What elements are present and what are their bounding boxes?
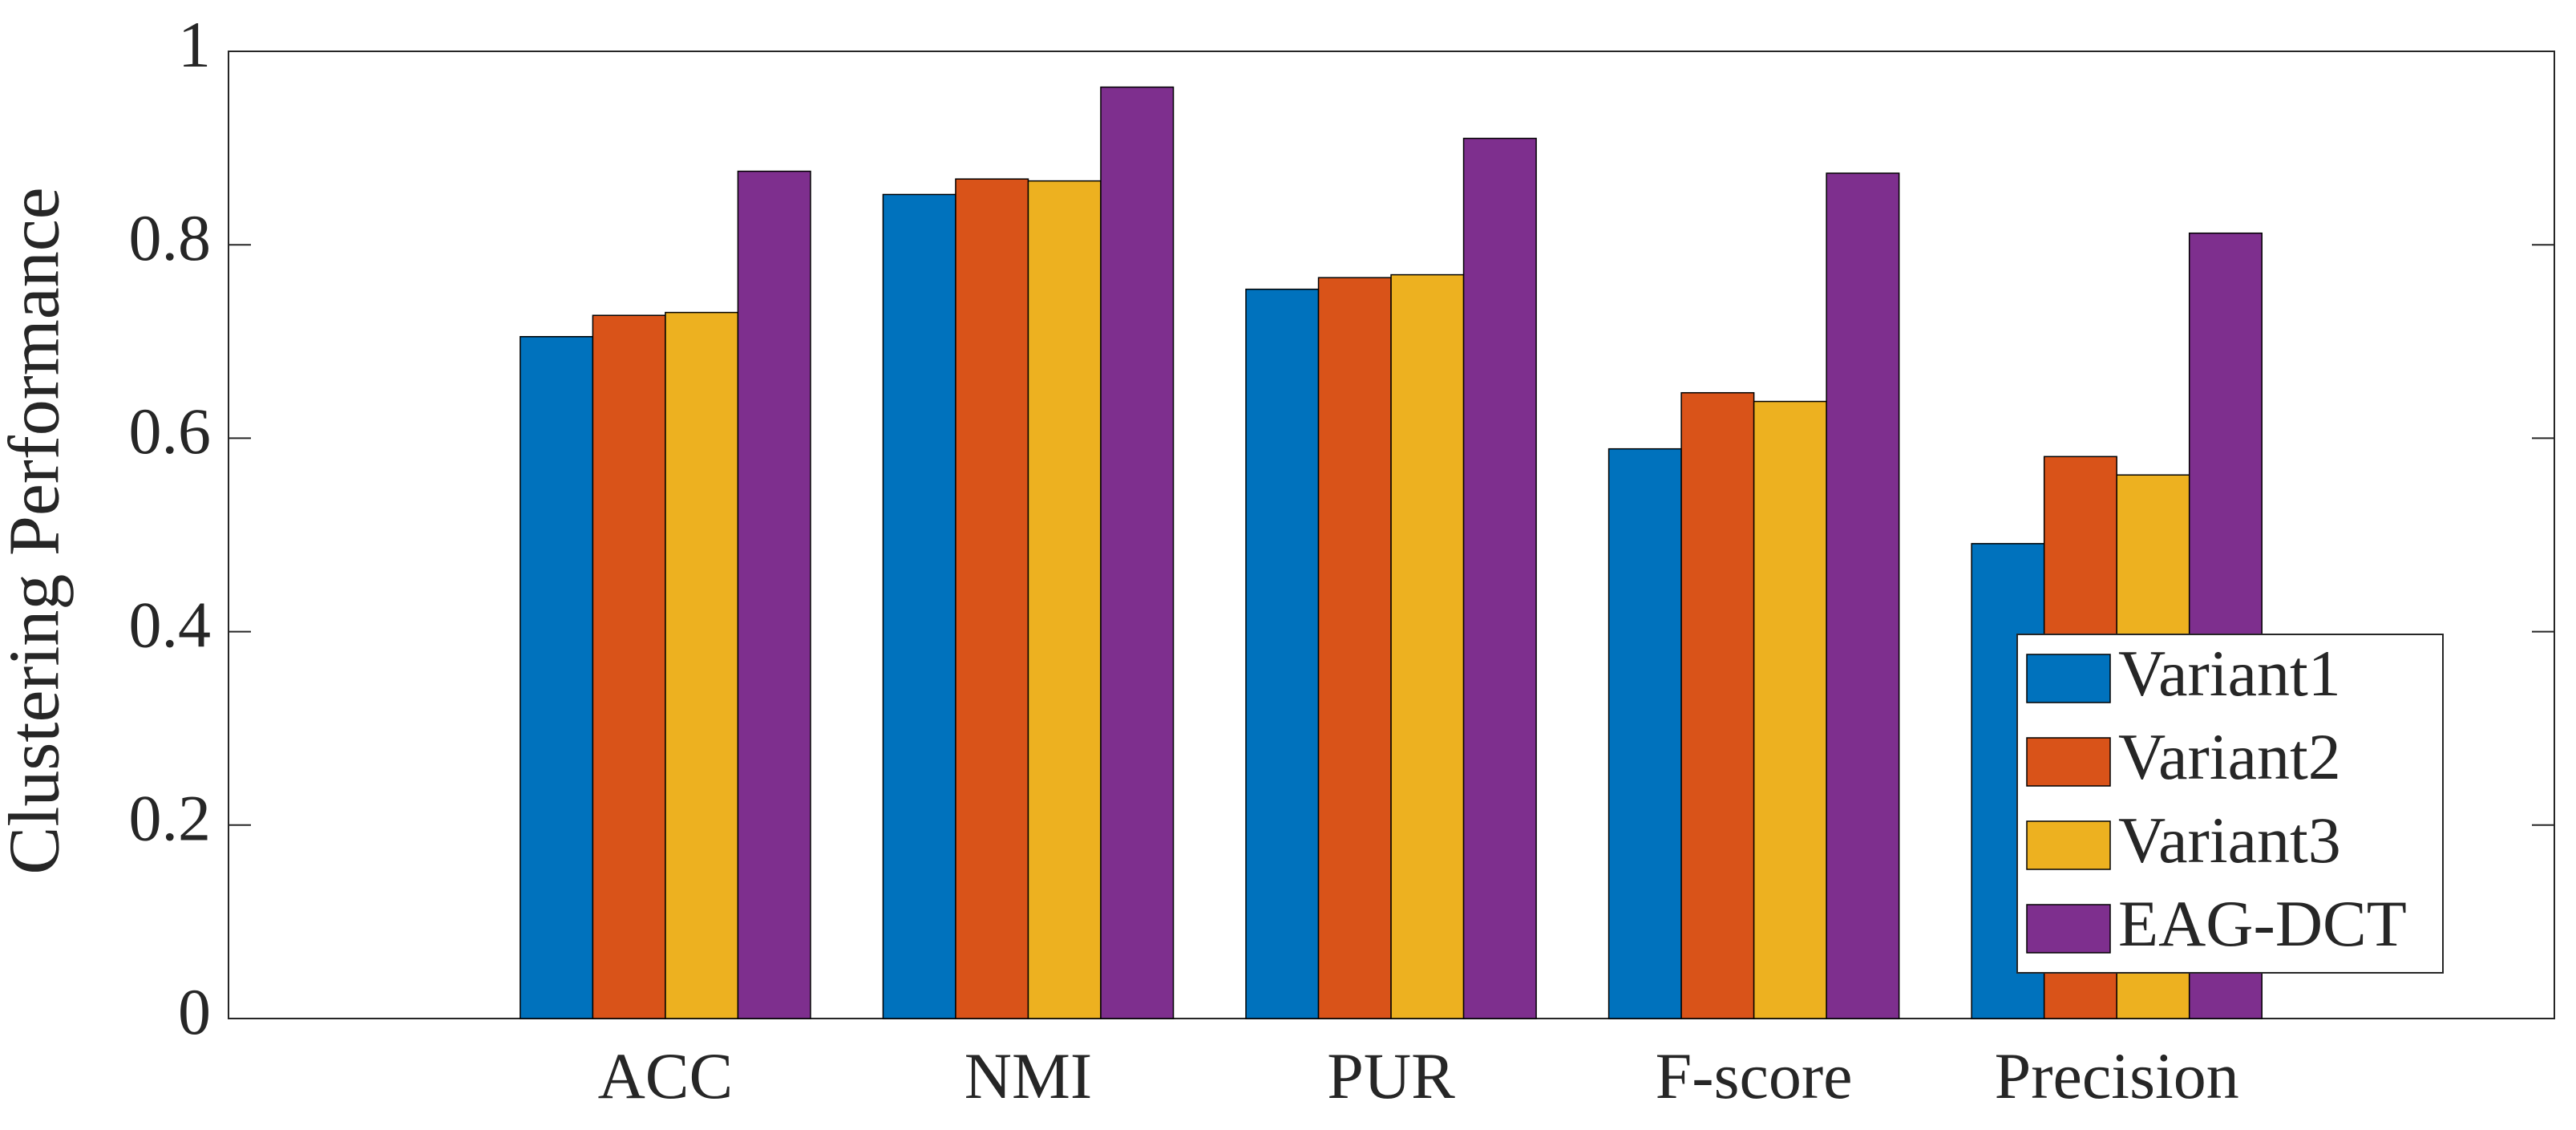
bar xyxy=(955,178,1029,1019)
y-tick-label: 0 xyxy=(178,975,211,1048)
bar xyxy=(1390,273,1465,1019)
y-axis-label: Clustering Performance xyxy=(0,187,75,874)
legend-swatch xyxy=(2026,654,2111,703)
bar xyxy=(1462,137,1537,1019)
x-tick-label: Precision xyxy=(1995,1039,2239,1112)
legend-label: EAG-DCT xyxy=(2118,887,2407,960)
legend-swatch xyxy=(2026,904,2111,954)
y-tick-label: 0.6 xyxy=(129,395,212,468)
bar xyxy=(592,314,666,1019)
legend-label: Variant3 xyxy=(2118,804,2341,877)
bar xyxy=(1680,391,1755,1019)
bar xyxy=(665,311,739,1019)
legend-swatch xyxy=(2026,737,2111,787)
legend-swatch xyxy=(2026,820,2111,870)
x-tick-label: ACC xyxy=(598,1039,734,1112)
bar xyxy=(520,336,594,1019)
bar xyxy=(1100,86,1175,1019)
bar xyxy=(1317,277,1392,1019)
x-tick-label: PUR xyxy=(1327,1039,1455,1112)
legend-label: Variant2 xyxy=(2118,720,2341,793)
bar xyxy=(737,170,811,1019)
bar xyxy=(1027,180,1102,1019)
bar xyxy=(1245,288,1320,1019)
bar xyxy=(882,193,956,1019)
legend-label: Variant1 xyxy=(2118,637,2341,710)
y-tick-label: 1 xyxy=(178,8,211,81)
bar xyxy=(1607,448,1682,1019)
bar xyxy=(1826,172,1900,1019)
x-tick-label: F-score xyxy=(1656,1039,1853,1112)
y-tick-label: 0.4 xyxy=(129,588,212,661)
bar xyxy=(1753,400,1827,1019)
y-tick-label: 0.2 xyxy=(129,782,212,855)
x-tick-label: NMI xyxy=(964,1039,1092,1112)
y-tick-label: 0.8 xyxy=(129,201,212,274)
